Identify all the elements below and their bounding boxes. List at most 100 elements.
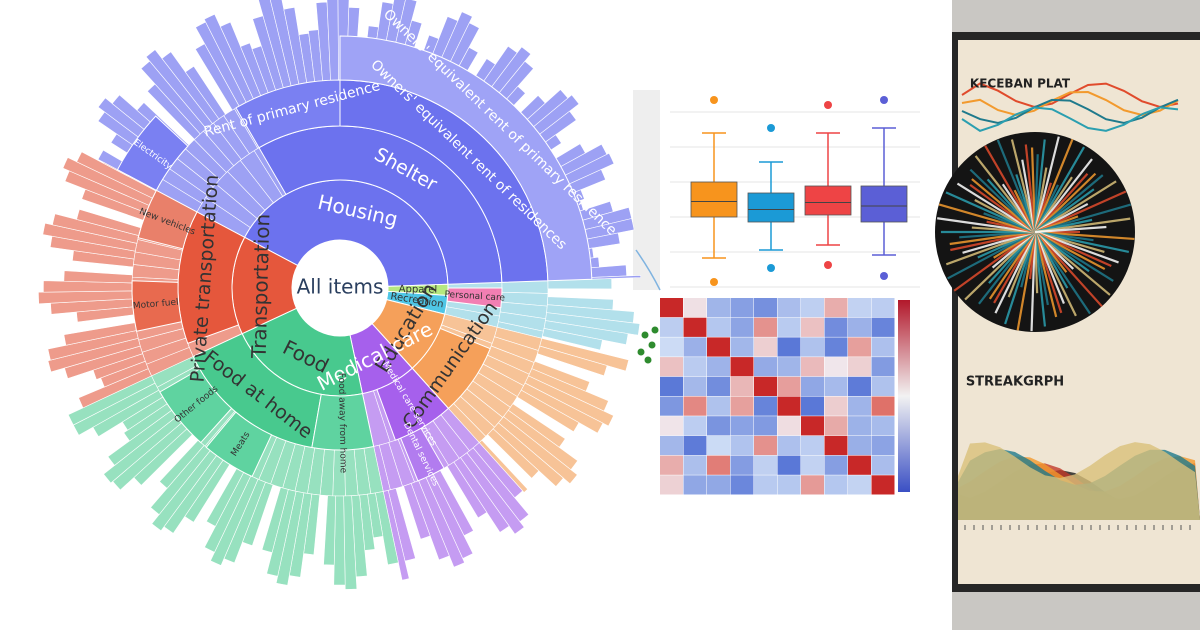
heat-cell [848, 376, 871, 396]
heat-cell [824, 396, 848, 416]
burst-ray [1034, 230, 1130, 254]
heat-cell [777, 317, 801, 337]
trend-line [961, 98, 1179, 125]
heat-cell [707, 317, 730, 337]
side-strip [633, 90, 660, 290]
heat-cell [801, 298, 824, 318]
wedge-label: Food away from home [336, 373, 348, 474]
heat-cell [848, 298, 871, 318]
heat-cell [754, 317, 777, 337]
burst-ray [1033, 138, 1074, 233]
heat-cell [683, 416, 707, 436]
heat-cell [848, 435, 871, 456]
outlier [710, 278, 718, 286]
scatter-dot [641, 331, 649, 339]
burst-ray [1034, 180, 1117, 233]
wedge [116, 115, 189, 192]
wedge-label: Transportation [247, 213, 275, 359]
heat-cell [660, 376, 683, 396]
heat-cell [848, 357, 871, 377]
heat-cell [660, 396, 683, 416]
heat-cell [824, 376, 848, 396]
heat-cell [707, 357, 730, 377]
heatmap [637, 298, 910, 495]
heat-cell [754, 416, 777, 436]
outlier [710, 96, 718, 104]
outlier [767, 264, 775, 272]
heat-cell [660, 357, 683, 377]
burst-ray [1034, 225, 1107, 234]
heat-cell [848, 416, 871, 436]
heat-cell [777, 475, 801, 495]
heat-cell [754, 396, 777, 416]
heat-cell [801, 396, 824, 416]
heat-cell [683, 337, 707, 357]
heat-cell [754, 337, 777, 357]
sub-wedge [536, 345, 608, 377]
heat-cell [801, 435, 824, 456]
heat-cell [660, 298, 683, 318]
heat-cell [824, 298, 848, 318]
density-curve [635, 249, 661, 291]
heat-cell [683, 376, 707, 396]
scatter-dot [637, 348, 645, 356]
heat-cell [777, 455, 801, 475]
heat-cell [707, 376, 730, 396]
burst-ray [947, 231, 1036, 280]
scatter-dot [648, 341, 656, 349]
heat-cell [730, 475, 754, 495]
heat-cell [777, 337, 801, 357]
wedge [311, 393, 375, 451]
poster-subtitle: STREAKGRPH [966, 375, 1064, 390]
box [690, 181, 738, 218]
heat-cell [660, 416, 683, 436]
trend-line [961, 82, 1179, 108]
heat-cell [730, 376, 754, 396]
sub-wedge [261, 486, 289, 553]
outlier [880, 96, 888, 104]
wedge [137, 189, 198, 250]
wedge-label: Motor fuel [133, 298, 179, 312]
burst-ray [1034, 231, 1091, 315]
heat-cell [801, 475, 824, 495]
heat-cell [683, 357, 707, 377]
heat-cell [801, 416, 824, 436]
heat-cell [871, 475, 895, 495]
heat-cell [871, 416, 895, 436]
wedge [400, 427, 445, 482]
wedge [205, 411, 273, 478]
wedge-label: Personal care [444, 290, 506, 304]
heat-cell [707, 455, 730, 475]
heat-cell [707, 298, 730, 318]
heat-cell [707, 435, 730, 456]
heat-cell [754, 435, 777, 456]
heat-cell [730, 357, 754, 377]
heat-cell [754, 455, 777, 475]
heat-cell [730, 396, 754, 416]
heat-cell [871, 317, 895, 337]
heat-cell [777, 298, 801, 318]
heat-cell [683, 298, 707, 318]
scatter-dot [644, 356, 652, 364]
wedge-label: Apparel [399, 284, 438, 296]
box [860, 185, 908, 223]
burst-ray [1034, 146, 1085, 233]
heat-cell [777, 357, 801, 377]
heat-cell [871, 435, 895, 456]
heat-cell [707, 337, 730, 357]
wedge [376, 367, 450, 441]
heat-cell [730, 337, 754, 357]
burst-ray [1030, 231, 1037, 332]
burst-ray [1034, 231, 1111, 296]
heat-cell [754, 298, 777, 318]
outlier [767, 124, 775, 132]
wedge [159, 368, 233, 444]
trend-line [961, 106, 1179, 132]
burst-ray [953, 231, 1036, 292]
sub-wedge [184, 65, 226, 120]
heat-cell [801, 357, 824, 377]
heat-cell [707, 416, 730, 436]
sub-wedge [516, 389, 580, 433]
heat-cell [824, 435, 848, 456]
